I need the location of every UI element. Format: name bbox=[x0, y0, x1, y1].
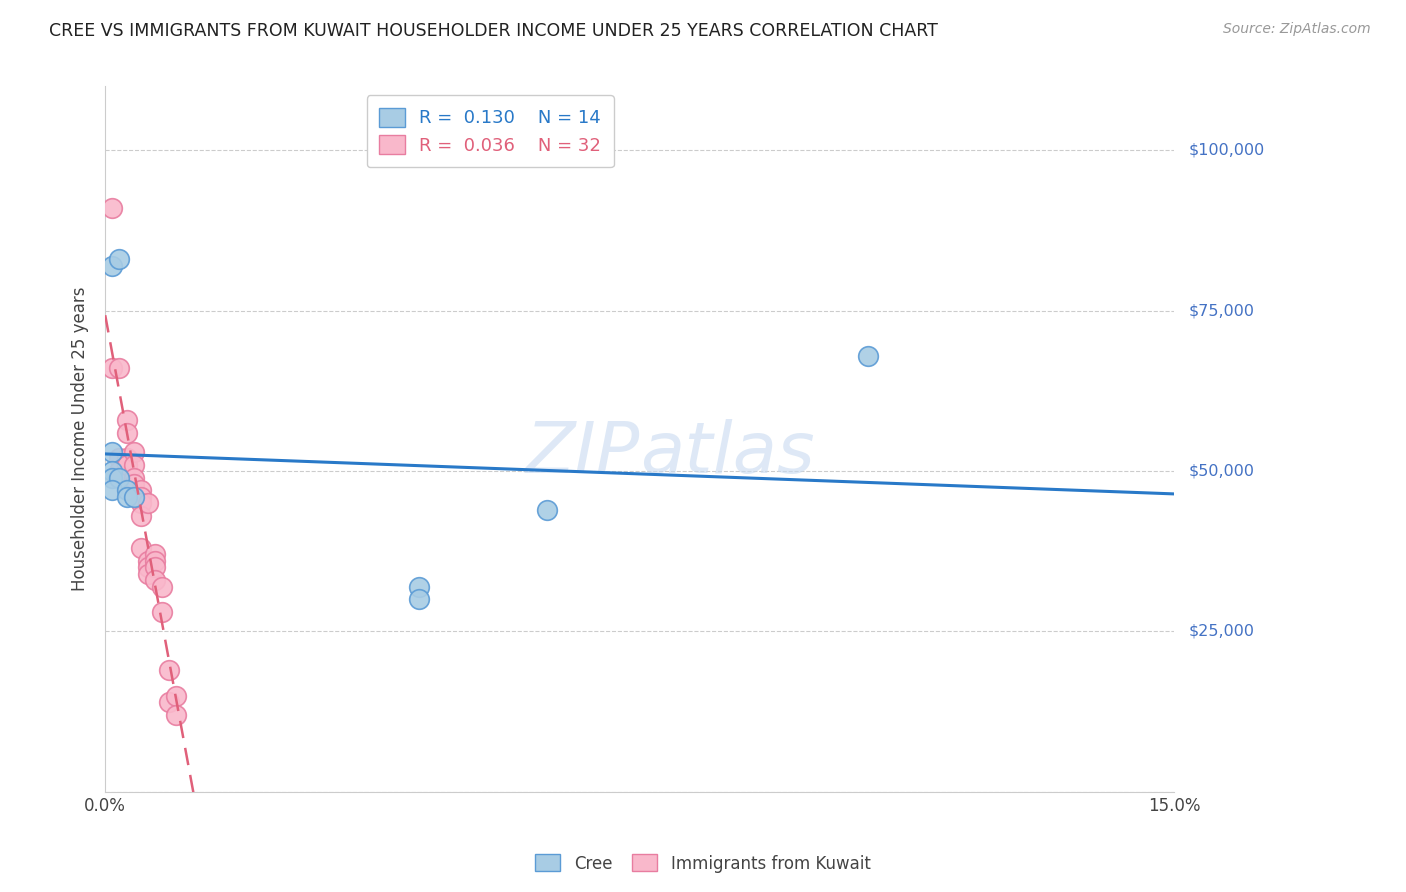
Point bbox=[166, 707, 188, 722]
Point bbox=[122, 445, 145, 459]
Text: $50,000: $50,000 bbox=[1188, 464, 1254, 479]
Point bbox=[115, 490, 138, 504]
Point bbox=[136, 496, 159, 510]
Point bbox=[101, 361, 124, 376]
Point bbox=[143, 554, 166, 568]
Point bbox=[157, 695, 180, 709]
Point bbox=[115, 413, 138, 427]
Text: Source: ZipAtlas.com: Source: ZipAtlas.com bbox=[1223, 22, 1371, 37]
Legend: Cree, Immigrants from Kuwait: Cree, Immigrants from Kuwait bbox=[529, 847, 877, 880]
Point bbox=[129, 496, 152, 510]
Point bbox=[115, 483, 138, 498]
Point bbox=[536, 502, 558, 516]
Point bbox=[122, 490, 145, 504]
Point bbox=[115, 451, 138, 466]
Point bbox=[101, 470, 124, 484]
Legend: R =  0.130    N = 14, R =  0.036    N = 32: R = 0.130 N = 14, R = 0.036 N = 32 bbox=[367, 95, 613, 168]
Point bbox=[129, 508, 152, 523]
Point bbox=[101, 445, 124, 459]
Point bbox=[157, 663, 180, 677]
Point bbox=[408, 580, 430, 594]
Point bbox=[408, 592, 430, 607]
Point bbox=[150, 605, 173, 619]
Point bbox=[108, 464, 131, 478]
Point bbox=[122, 470, 145, 484]
Text: atlas: atlas bbox=[640, 418, 814, 488]
Point bbox=[129, 483, 152, 498]
Point bbox=[150, 580, 173, 594]
Point bbox=[143, 573, 166, 587]
Point bbox=[101, 464, 124, 478]
Y-axis label: Householder Income Under 25 years: Householder Income Under 25 years bbox=[72, 287, 89, 591]
Point bbox=[101, 201, 124, 215]
Point bbox=[129, 541, 152, 555]
Point bbox=[122, 458, 145, 472]
Text: $100,000: $100,000 bbox=[1188, 143, 1264, 158]
Point bbox=[129, 490, 152, 504]
Point bbox=[166, 689, 188, 703]
Point bbox=[143, 548, 166, 562]
Point bbox=[101, 483, 124, 498]
Point bbox=[115, 458, 138, 472]
Point bbox=[136, 566, 159, 581]
Point bbox=[108, 451, 131, 466]
Text: $25,000: $25,000 bbox=[1188, 624, 1254, 639]
Point bbox=[856, 349, 879, 363]
Point bbox=[136, 560, 159, 574]
Point bbox=[122, 477, 145, 491]
Text: ZIP: ZIP bbox=[526, 418, 640, 488]
Point bbox=[136, 554, 159, 568]
Point bbox=[108, 361, 131, 376]
Point bbox=[101, 259, 124, 273]
Point bbox=[108, 252, 131, 267]
Point bbox=[143, 560, 166, 574]
Text: $75,000: $75,000 bbox=[1188, 303, 1254, 318]
Point bbox=[115, 425, 138, 440]
Point bbox=[108, 470, 131, 484]
Text: CREE VS IMMIGRANTS FROM KUWAIT HOUSEHOLDER INCOME UNDER 25 YEARS CORRELATION CHA: CREE VS IMMIGRANTS FROM KUWAIT HOUSEHOLD… bbox=[49, 22, 938, 40]
